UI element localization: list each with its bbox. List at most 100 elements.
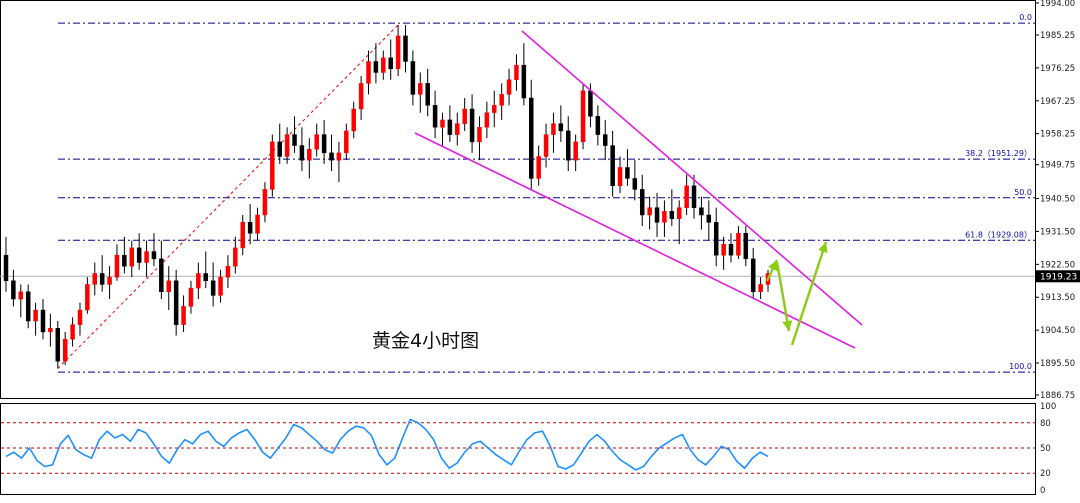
- indicator-tick-label: 80: [1040, 419, 1051, 429]
- candle-body: [477, 127, 482, 143]
- price-tick-label: 1913.50: [1040, 293, 1075, 303]
- candle-body: [358, 83, 364, 110]
- candle-body: [144, 251, 149, 263]
- candle-body: [706, 214, 712, 223]
- candle-body: [543, 134, 549, 157]
- candle-body: [255, 214, 260, 234]
- candle-body: [758, 284, 763, 292]
- indicator: 100 80 50 20 0: [1, 402, 1056, 496]
- fib-label: 0.0: [1019, 13, 1032, 22]
- candle-body: [632, 178, 638, 190]
- candle-body: [277, 141, 282, 157]
- candle-body: [728, 243, 734, 256]
- price-tick-label: 1958.25: [1040, 130, 1075, 140]
- price-tick-label: 1967.25: [1040, 97, 1075, 107]
- candle-body: [381, 57, 386, 73]
- candle-body: [247, 222, 253, 234]
- candle-body: [114, 254, 120, 278]
- candle-body: [617, 167, 623, 187]
- candle-body: [440, 119, 445, 128]
- candle-body: [713, 222, 719, 256]
- candle-body: [395, 35, 401, 70]
- candle-body: [329, 152, 334, 161]
- candle-body: [492, 105, 497, 113]
- arrow-big-up-shaft: [790, 241, 828, 346]
- candle-body: [750, 258, 756, 292]
- candle-body: [151, 251, 157, 260]
- candle-body: [210, 280, 216, 296]
- candle-body: [173, 280, 179, 325]
- arrow-big-up: [790, 241, 828, 346]
- indicator-tick-label: 100: [1040, 402, 1056, 412]
- channel-lines: [414, 30, 863, 349]
- candle-body: [159, 258, 164, 292]
- candle-body: [85, 284, 90, 311]
- candle-body: [425, 83, 430, 106]
- candle-body: [99, 273, 105, 285]
- candle-body: [588, 90, 593, 117]
- candle-body: [284, 134, 290, 157]
- candle-body: [551, 123, 556, 135]
- price-axis: 1994.00 1985.25 1976.25 1967.25 1958.25 1949.…: [1035, 0, 1080, 401]
- arrow-down-head: [782, 320, 793, 331]
- candle-body: [521, 64, 527, 99]
- candle-body: [40, 309, 46, 333]
- price-panel-frame: [0, 0, 1036, 399]
- price-tick-label: 1895.50: [1040, 359, 1075, 369]
- candle-body: [610, 145, 615, 187]
- candle-body: [55, 328, 61, 362]
- fib-label: 61.8（1929.08）: [965, 230, 1032, 239]
- candle-body: [136, 247, 142, 263]
- candles: [3, 24, 771, 369]
- candle-body: [107, 276, 112, 285]
- candle-body: [499, 94, 504, 106]
- candle-body: [77, 309, 83, 325]
- price-tick-label: 1985.25: [1040, 31, 1075, 41]
- candle-body: [188, 287, 194, 307]
- candle-body: [566, 130, 571, 161]
- chart-title: 黄金4小时图: [372, 330, 479, 352]
- candle-body: [33, 309, 38, 322]
- candle-body: [662, 211, 667, 223]
- candle-body: [743, 233, 749, 260]
- candle-body: [373, 61, 379, 73]
- candle-body: [181, 306, 186, 325]
- candle-body: [462, 108, 467, 124]
- candle-body: [529, 97, 534, 179]
- channel-upper-line: [521, 30, 863, 326]
- candle-body: [595, 116, 601, 135]
- candle-body: [484, 112, 490, 128]
- candle-body: [418, 83, 423, 95]
- indicator-tick-label: 20: [1040, 469, 1051, 479]
- candle-body: [25, 291, 31, 322]
- price-tick-label: 1949.75: [1040, 161, 1075, 171]
- price-tick-label: 1940.50: [1040, 195, 1075, 205]
- candle-body: [299, 145, 305, 161]
- arrow-down: [775, 261, 793, 332]
- price-tick-label: 1886.75: [1040, 391, 1075, 401]
- fib-label: 38.2（1951.29）: [965, 149, 1032, 158]
- price-tick-label: 1904.50: [1040, 326, 1075, 336]
- candle-body: [366, 61, 371, 84]
- candle-body: [218, 276, 223, 296]
- candle-body: [292, 134, 297, 146]
- candle-body: [388, 57, 393, 70]
- arrow-small-up-head: [768, 260, 778, 272]
- rise-trendline: [57, 24, 399, 369]
- price-tick-label: 1976.25: [1040, 64, 1075, 74]
- candle-body: [691, 185, 697, 208]
- candle-body: [129, 247, 135, 267]
- candle-body: [92, 273, 98, 285]
- candle-body: [344, 130, 349, 154]
- candle-body: [233, 247, 238, 267]
- candle-body: [699, 207, 704, 216]
- candle-body: [602, 134, 608, 146]
- candle-body: [432, 105, 438, 128]
- candle-body: [447, 119, 453, 135]
- candle-body: [70, 324, 75, 340]
- candle-body: [410, 61, 416, 95]
- arrow-down-shaft: [775, 261, 791, 332]
- price-tick-label: 1994.00: [1040, 0, 1075, 9]
- candle-body: [654, 207, 660, 223]
